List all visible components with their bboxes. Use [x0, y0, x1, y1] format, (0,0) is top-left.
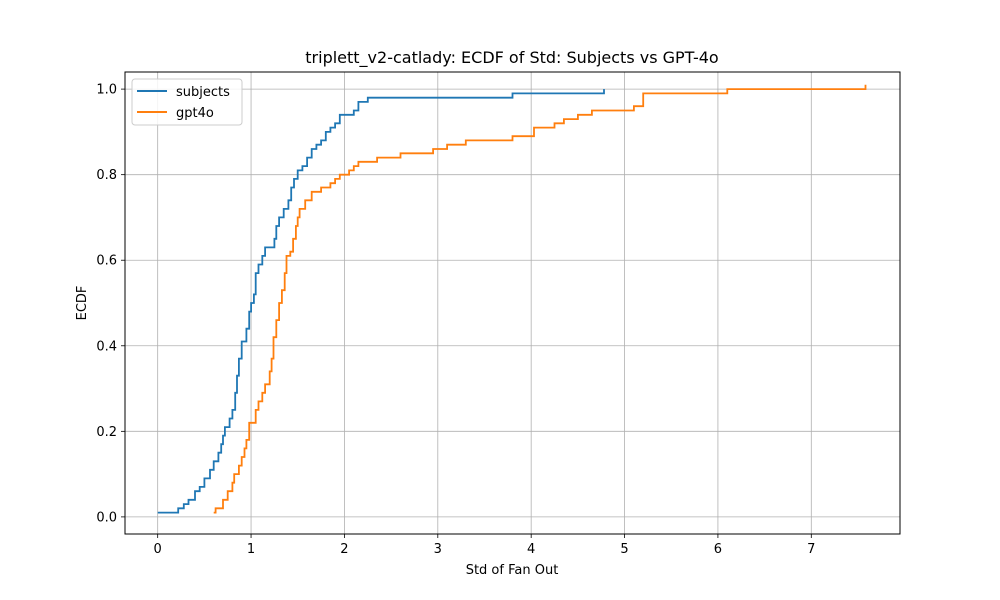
- legend-label-gpt4o: gpt4o: [176, 106, 214, 121]
- series-layer: [157, 84, 867, 514]
- x-tick-label: 7: [807, 542, 815, 557]
- legend: subjects gpt4o: [131, 78, 243, 126]
- y-tick-label: 0.6: [96, 254, 117, 269]
- y-tick-label: 1.0: [96, 83, 117, 98]
- series-line-subjects: [157, 89, 605, 514]
- axis-ticks: 0 1 2 3 4 5 6 7 0.0 0.2 0.4 0.6 0.8 1.0: [96, 83, 815, 557]
- x-tick-label: 5: [620, 542, 628, 557]
- y-tick-label: 0.4: [96, 339, 117, 354]
- y-tick-label: 0.0: [96, 510, 117, 525]
- x-tick-label: 1: [247, 542, 255, 557]
- y-tick-label: 0.8: [96, 168, 117, 183]
- x-tick-label: 6: [714, 542, 722, 557]
- y-tick-label: 0.2: [96, 425, 117, 440]
- x-tick-label: 3: [434, 542, 442, 557]
- grid-lines: [125, 72, 900, 534]
- series-line-gpt4o: [213, 84, 867, 514]
- plot-frame: [124, 71, 901, 535]
- chart-title: triplett_v2-catlady: ECDF of Std: Subjec…: [305, 48, 718, 68]
- x-axis-label: Std of Fan Out: [466, 563, 559, 578]
- legend-label-subjects: subjects: [176, 85, 230, 100]
- x-tick-label: 2: [340, 542, 348, 557]
- x-tick-label: 4: [527, 542, 535, 557]
- y-axis-label: ECDF: [75, 286, 90, 321]
- x-tick-label: 0: [154, 542, 162, 557]
